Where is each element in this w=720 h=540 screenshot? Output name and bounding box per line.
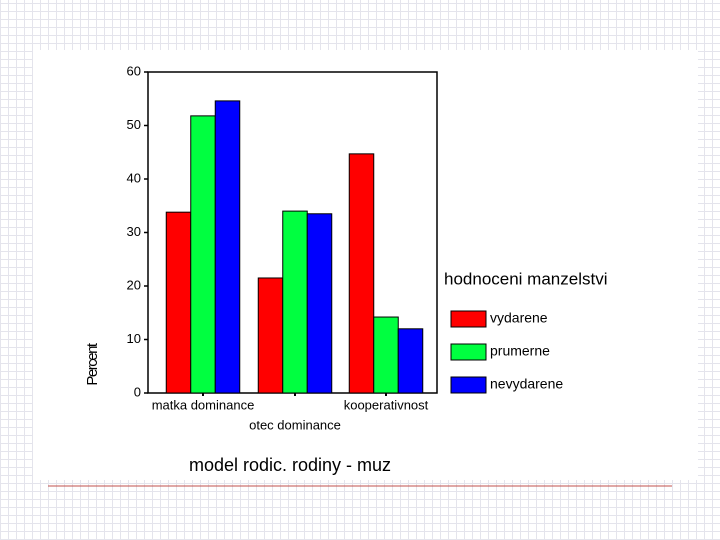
- legend-swatch: [450, 310, 487, 328]
- y-tick-label: 40: [127, 170, 141, 185]
- y-tick-label: 0: [134, 384, 141, 399]
- bar: [282, 210, 308, 394]
- bar: [165, 211, 192, 394]
- y-tick-label: 10: [127, 331, 141, 346]
- legend-label: vydarene: [490, 310, 548, 326]
- bar: [190, 115, 216, 394]
- legend-title: hodnoceni manzelstvi: [444, 269, 607, 288]
- y-tick-label: 20: [127, 277, 141, 292]
- bar: [214, 100, 241, 394]
- x-tick-label: matka dominance: [152, 397, 255, 412]
- x-tick-label: otec dominance: [249, 417, 341, 432]
- x-axis-title: model rodic. rodiny - muz: [189, 455, 391, 475]
- legend-swatch: [450, 343, 487, 361]
- y-axis-title: Percent: [84, 342, 101, 386]
- y-tick-label: 60: [127, 63, 141, 78]
- x-tick-label: kooperativnost: [344, 397, 429, 412]
- bar: [348, 153, 375, 394]
- y-tick-label: 30: [127, 224, 141, 239]
- legend-label: nevydarene: [490, 376, 563, 392]
- legend-swatch: [450, 376, 487, 394]
- bar: [257, 277, 284, 394]
- bar: [373, 316, 399, 394]
- y-tick-label: 50: [127, 117, 141, 132]
- bar: [306, 213, 333, 394]
- legend-label: prumerne: [490, 343, 550, 359]
- bar: [397, 328, 424, 394]
